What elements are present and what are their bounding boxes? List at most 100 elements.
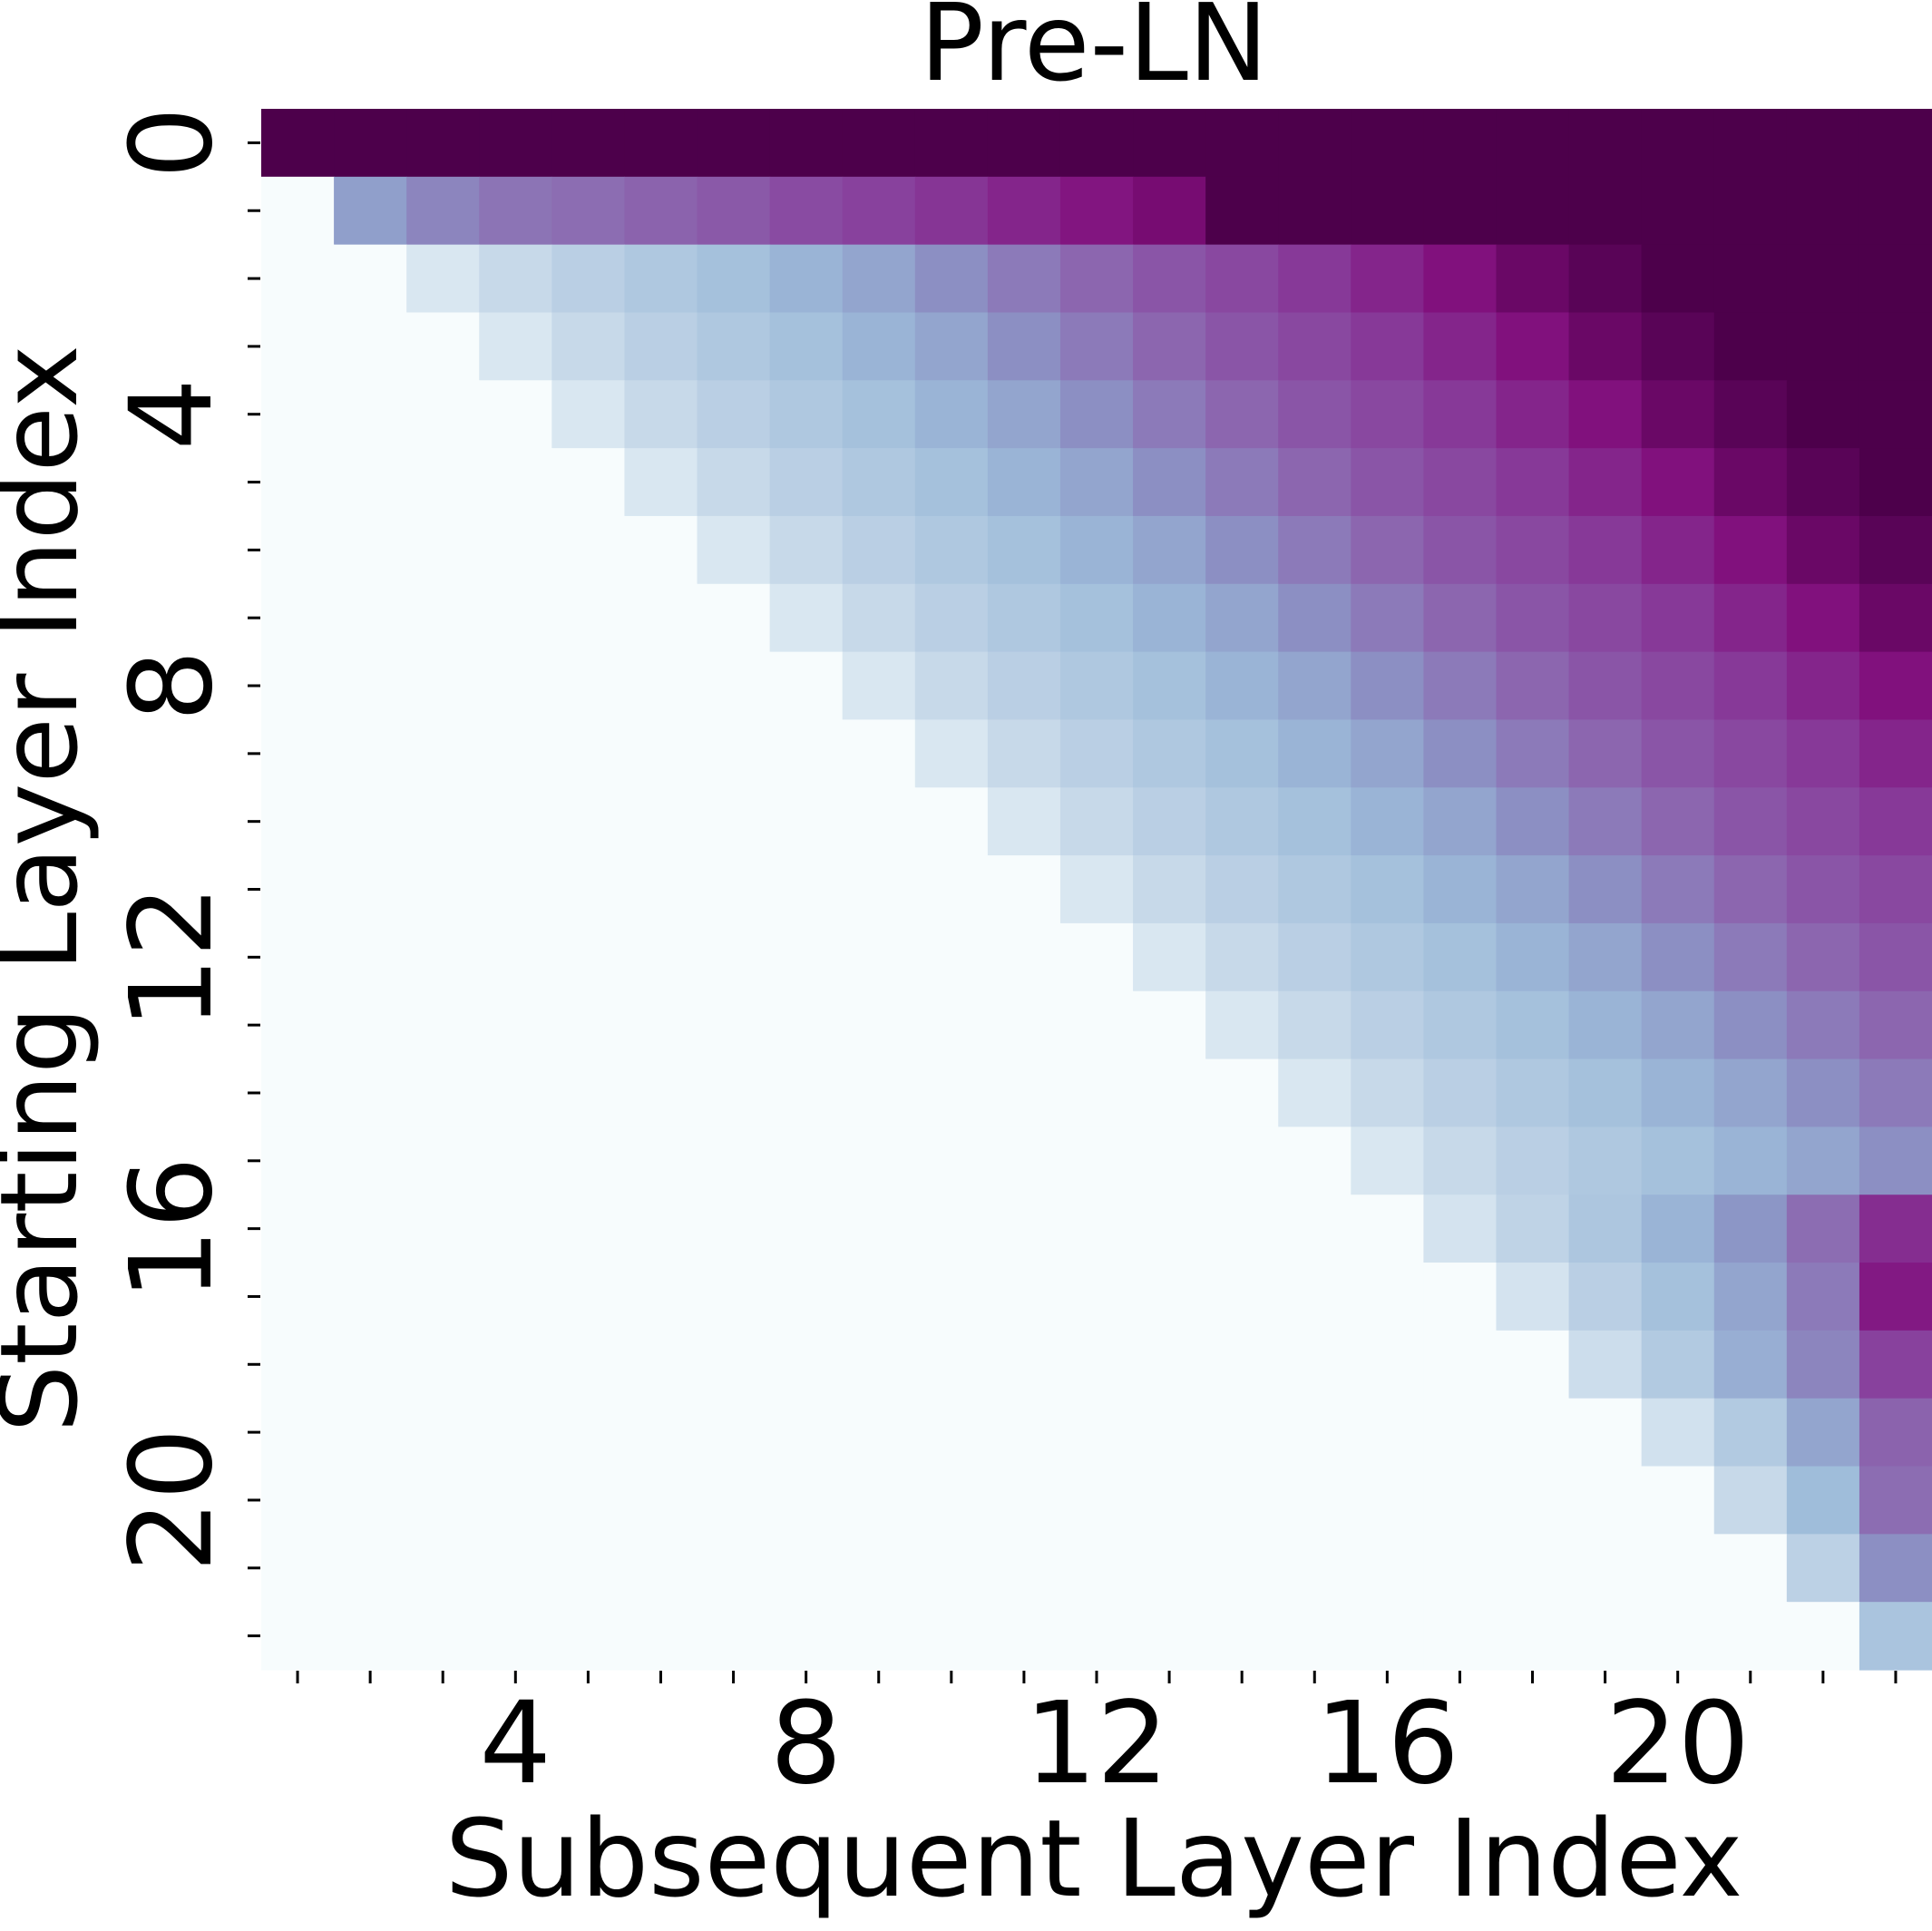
heatmap-cell bbox=[1278, 312, 1351, 381]
heatmap-cell bbox=[551, 244, 626, 314]
heatmap-cell bbox=[334, 651, 407, 721]
y-tick-label: 8 bbox=[106, 649, 238, 722]
heatmap-cell bbox=[987, 380, 1061, 449]
heatmap-cell bbox=[1713, 1534, 1788, 1603]
heatmap-cell bbox=[1423, 1398, 1498, 1468]
heatmap-cell bbox=[914, 1195, 989, 1263]
heatmap-cell bbox=[1133, 1126, 1206, 1195]
heatmap-cell bbox=[406, 1058, 480, 1127]
heatmap-cell bbox=[987, 583, 1061, 653]
heatmap-cell bbox=[914, 990, 989, 1060]
heatmap-cell bbox=[1713, 1263, 1788, 1331]
heatmap-cell bbox=[1423, 651, 1498, 721]
heatmap-cell bbox=[1423, 515, 1498, 585]
heatmap-cell bbox=[842, 583, 916, 653]
heatmap-cell bbox=[1205, 1398, 1279, 1468]
heatmap-cell bbox=[1496, 244, 1570, 314]
heatmap-cell bbox=[1133, 1195, 1206, 1263]
heatmap-cell bbox=[406, 109, 480, 178]
heatmap-cell bbox=[1641, 1330, 1715, 1399]
heatmap-cell bbox=[914, 515, 989, 585]
heatmap-cell bbox=[1351, 1466, 1424, 1535]
heatmap-cell bbox=[1205, 719, 1279, 788]
heatmap-cell bbox=[1133, 244, 1206, 314]
heatmap-cell bbox=[1351, 787, 1424, 856]
heatmap-cell bbox=[1641, 719, 1715, 788]
heatmap-cell bbox=[1713, 1466, 1788, 1535]
heatmap-cell bbox=[551, 109, 626, 178]
heatmap-cell bbox=[1641, 515, 1715, 585]
heatmap-cell bbox=[334, 990, 407, 1060]
heatmap-cell bbox=[1496, 312, 1570, 381]
heatmap-cell bbox=[1205, 380, 1279, 449]
heatmap-cell bbox=[769, 1466, 844, 1535]
heatmap-cell bbox=[1278, 1058, 1351, 1127]
heatmap-cell bbox=[1568, 922, 1643, 992]
heatmap-cell bbox=[1278, 380, 1351, 449]
heatmap-cell bbox=[1859, 855, 1932, 924]
heatmap-cell bbox=[1568, 448, 1643, 517]
heatmap-cell bbox=[1059, 1534, 1134, 1603]
heatmap-cell bbox=[914, 651, 989, 721]
heatmap-cell bbox=[334, 1126, 407, 1195]
heatmap-cell bbox=[406, 719, 480, 788]
heatmap-cell bbox=[842, 1126, 916, 1195]
heatmap-cell bbox=[479, 787, 552, 856]
heatmap-cell bbox=[1713, 719, 1788, 788]
heatmap-cell bbox=[334, 719, 407, 788]
heatmap-cell bbox=[1278, 922, 1351, 992]
heatmap-cell bbox=[406, 787, 480, 856]
heatmap-cell bbox=[479, 583, 552, 653]
heatmap-cell bbox=[697, 1263, 771, 1331]
heatmap-cell bbox=[551, 1195, 626, 1263]
heatmap-cell bbox=[842, 515, 916, 585]
heatmap-cell bbox=[334, 1330, 407, 1399]
heatmap-cell bbox=[1059, 1263, 1134, 1331]
heatmap-cell bbox=[1423, 1602, 1498, 1671]
heatmap-cell bbox=[1133, 787, 1206, 856]
heatmap-cell bbox=[261, 380, 335, 449]
heatmap-cell bbox=[1859, 787, 1932, 856]
heatmap-cell bbox=[406, 1466, 480, 1535]
heatmap-cell bbox=[769, 787, 844, 856]
heatmap-cell bbox=[1859, 176, 1932, 246]
heatmap-cell bbox=[1059, 448, 1134, 517]
heatmap-cell bbox=[1568, 719, 1643, 788]
heatmap-cell bbox=[479, 1263, 552, 1331]
heatmap-cell bbox=[1859, 651, 1932, 721]
heatmap-cell bbox=[987, 787, 1061, 856]
heatmap-cell bbox=[1351, 583, 1424, 653]
heatmap-cell bbox=[697, 109, 771, 178]
heatmap-cell bbox=[1423, 719, 1498, 788]
heatmap-cell bbox=[1641, 109, 1715, 178]
heatmap-cell bbox=[479, 651, 552, 721]
heatmap-cell bbox=[842, 1263, 916, 1331]
heatmap-cell bbox=[987, 109, 1061, 178]
heatmap-cell bbox=[1713, 855, 1788, 924]
heatmap-cell bbox=[334, 515, 407, 585]
heatmap-cell bbox=[1713, 922, 1788, 992]
heatmap-cell bbox=[1059, 787, 1134, 856]
heatmap-cell bbox=[842, 1466, 916, 1535]
heatmap-cell bbox=[1205, 1126, 1279, 1195]
heatmap-cell bbox=[842, 719, 916, 788]
heatmap-cell bbox=[1351, 109, 1424, 178]
heatmap-cell bbox=[1133, 1058, 1206, 1127]
heatmap-cell bbox=[1278, 1602, 1351, 1671]
heatmap-cell bbox=[334, 1602, 407, 1671]
heatmap-cell bbox=[1278, 719, 1351, 788]
heatmap-cell bbox=[697, 1602, 771, 1671]
heatmap-cell bbox=[406, 1195, 480, 1263]
heatmap-cell bbox=[697, 922, 771, 992]
heatmap-cell bbox=[987, 1126, 1061, 1195]
heatmap-cell bbox=[769, 109, 844, 178]
heatmap-cell bbox=[479, 1602, 552, 1671]
heatmap-cell bbox=[261, 1263, 335, 1331]
heatmap-cell bbox=[697, 787, 771, 856]
heatmap-cell bbox=[842, 787, 916, 856]
heatmap-cell bbox=[1641, 448, 1715, 517]
y-axis-title: Starting Layer Index bbox=[0, 345, 102, 1433]
heatmap-cell bbox=[987, 1466, 1061, 1535]
heatmap-cell bbox=[697, 1058, 771, 1127]
